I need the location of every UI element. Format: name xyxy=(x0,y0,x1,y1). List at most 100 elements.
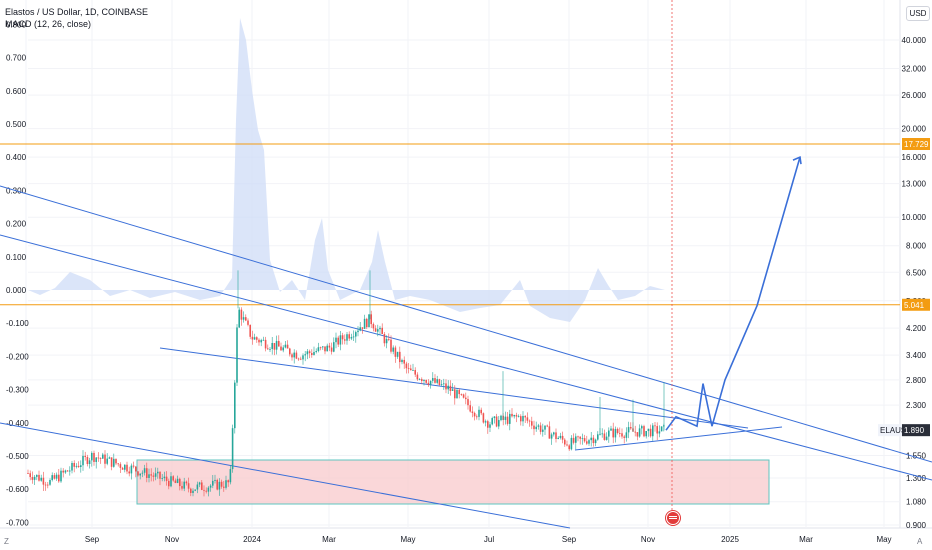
candle-body xyxy=(262,339,265,341)
candle-body xyxy=(469,405,471,412)
candle-body xyxy=(102,454,104,459)
candle-body xyxy=(159,471,161,479)
candle-body xyxy=(113,458,115,467)
candle-body xyxy=(119,464,122,468)
candle-body xyxy=(124,464,126,470)
candle-body xyxy=(412,370,414,371)
candle-body xyxy=(579,436,581,439)
candle-body xyxy=(240,309,243,320)
projection-path xyxy=(665,156,801,431)
candle-body xyxy=(660,426,663,432)
candle-body xyxy=(465,397,467,400)
candle-body xyxy=(374,328,377,332)
candle-body xyxy=(304,354,306,356)
candle-body xyxy=(66,470,69,472)
candle-body xyxy=(405,363,408,369)
candle-body xyxy=(326,345,328,352)
left-axis-tick-label: 0.700 xyxy=(6,54,27,63)
candle-body xyxy=(27,473,29,474)
left-axis-tick-label: 0.100 xyxy=(6,253,27,262)
candle-body xyxy=(636,432,639,437)
x-tick-label: May xyxy=(876,535,891,544)
candle-body xyxy=(168,480,170,487)
x-tick-label: 2025 xyxy=(721,535,739,544)
candle-body xyxy=(348,334,350,339)
candle-body xyxy=(69,470,71,472)
candle-body xyxy=(152,475,155,477)
candle-body xyxy=(212,480,214,486)
candle-body xyxy=(427,382,430,385)
candle-body xyxy=(394,347,397,357)
candle-body xyxy=(634,431,636,433)
candle-body xyxy=(357,330,359,333)
candle-body xyxy=(157,471,159,474)
candle-body xyxy=(203,489,205,491)
candle-body xyxy=(432,378,434,381)
candle-body xyxy=(223,486,225,488)
candle-body xyxy=(185,481,188,484)
candle-body xyxy=(126,464,128,472)
candle-body xyxy=(535,426,537,430)
candle-body xyxy=(44,484,47,486)
candle-body xyxy=(390,339,392,352)
candle-body xyxy=(238,309,240,328)
candle-body xyxy=(293,352,295,358)
candle-body xyxy=(550,434,553,439)
candle-body xyxy=(520,416,522,422)
us-flag-event-icon[interactable] xyxy=(666,511,680,525)
candle-body xyxy=(302,355,304,360)
candle-body xyxy=(55,474,58,479)
currency-button[interactable]: USD xyxy=(906,6,930,21)
candle-body xyxy=(418,379,421,380)
candle-body xyxy=(71,462,73,471)
candle-body xyxy=(555,432,557,439)
candle-body xyxy=(471,411,474,413)
x-tick-label: Jul xyxy=(484,535,494,544)
candle-body xyxy=(73,462,75,467)
candle-body xyxy=(108,457,111,459)
candle-body xyxy=(403,359,405,364)
auto-scale-button[interactable]: A xyxy=(917,537,923,546)
right-axis-tick-label: 16.000 xyxy=(902,153,927,162)
x-tick-label: 2024 xyxy=(243,535,261,544)
candle-body xyxy=(429,380,432,385)
candle-body xyxy=(363,318,366,329)
candle-body xyxy=(172,476,174,481)
candle-body xyxy=(467,399,469,406)
candle-body xyxy=(506,416,509,424)
candle-body xyxy=(421,379,423,381)
candle-body xyxy=(64,470,67,473)
candle-body xyxy=(513,414,515,417)
candle-body xyxy=(170,476,172,487)
right-axis-tick-label: 10.000 xyxy=(902,213,927,222)
candle-body xyxy=(484,421,487,423)
candle-body xyxy=(399,351,401,363)
candle-body xyxy=(341,335,344,340)
candle-body xyxy=(476,416,478,418)
candle-body xyxy=(434,378,436,383)
level-price-tag xyxy=(902,138,930,151)
candle-body xyxy=(557,437,559,439)
candle-body xyxy=(654,425,656,427)
candle-body xyxy=(423,379,425,381)
candle-body xyxy=(86,456,89,465)
left-axis-tick-label: 0.200 xyxy=(6,220,27,229)
candle-body xyxy=(564,439,566,445)
candle-body xyxy=(385,338,388,344)
candle-body xyxy=(392,347,394,352)
candle-body xyxy=(645,431,647,437)
candle-body xyxy=(150,474,152,476)
candle-body xyxy=(82,455,84,466)
candle-body xyxy=(460,394,463,395)
level-price-label: 17.729 xyxy=(904,140,929,149)
candle-body xyxy=(368,314,370,328)
timezone-corner[interactable]: Z xyxy=(4,537,9,546)
level-price-tag xyxy=(902,298,930,311)
right-axis-tick-label: 8.000 xyxy=(906,242,927,251)
x-tick-label: May xyxy=(400,535,415,544)
candle-body xyxy=(533,425,535,430)
candle-body xyxy=(388,338,390,340)
candle-body xyxy=(29,473,31,478)
